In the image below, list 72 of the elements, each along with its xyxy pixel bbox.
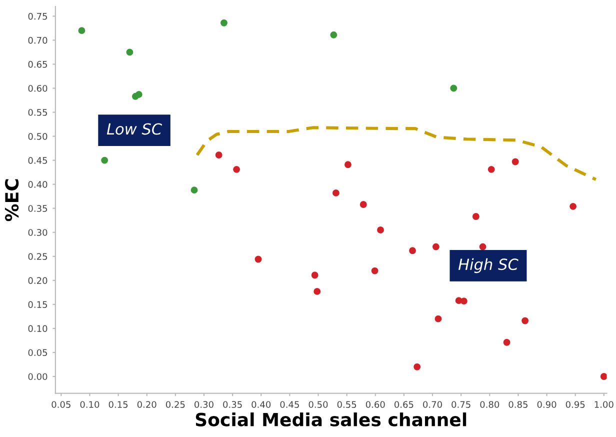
x-tick-label: 0.15 [108,401,128,408]
x-tick-label: 1.00 [594,401,614,408]
point [254,256,262,263]
x-tick-label: 0.40 [252,401,271,408]
y-tick-label: 0.65 [28,60,48,68]
point [432,243,440,250]
x-tick-label: 0.65 [394,401,414,408]
y-tick-label: 0.55 [28,108,48,116]
y-tick-label: 0.50 [28,133,48,140]
point [311,272,318,279]
point [220,19,228,26]
point [314,288,321,295]
point [512,158,519,166]
point [233,166,240,173]
point [479,243,486,250]
point [409,247,416,254]
x-tick-label: 0.10 [80,401,100,408]
y-tick-label: 0.35 [28,205,48,212]
x-tick-label: 0.50 [308,401,328,408]
annotation: High SC [458,258,518,274]
point [215,152,222,158]
point [332,189,340,196]
point [344,161,352,168]
x-tick-label: 0.45 [280,401,299,408]
line-series [196,126,598,182]
point [434,315,442,322]
y-tick-label: 0.25 [28,253,48,260]
point [371,267,378,274]
point [522,317,529,324]
x-tick-label: 0.05 [52,401,70,408]
y-axis-title: %EC [4,179,19,222]
point [78,27,86,34]
x-tick-label: 0.80 [480,401,500,408]
point [600,373,607,380]
y-tick-label: 0.05 [28,349,48,356]
y-tick-label: 0.00 [28,373,48,380]
point [570,202,577,210]
point [503,338,510,346]
x-tick-label: 0.70 [423,401,442,408]
x-tick-label: 0.30 [194,401,214,408]
x-tick-label: 0.75 [452,401,470,408]
x-tick-label: 0.25 [166,401,185,408]
y-tick-label: 0.45 [28,157,48,164]
annotation: Low SC [106,123,162,135]
point [460,298,468,305]
y-tick-label: 0.15 [28,301,48,308]
x-tick-label: 0.85 [508,401,528,408]
point [126,48,134,56]
x-tick-label: 0.95 [566,401,585,408]
point [330,31,338,38]
y-tick-label: 0.10 [28,325,48,332]
y-tick-label: 0.60 [28,84,48,92]
x-tick-label: 0.60 [366,401,385,408]
x-tick-label: 0.55 [337,401,356,408]
point [472,213,480,220]
x-axis-title: Social Media sales channel [196,412,466,426]
y-tick-label: 0.75 [28,12,48,20]
y-tick-label: 0.20 [28,277,48,284]
point [360,201,367,208]
y-tick-label: 0.70 [28,36,48,44]
y-tick-label: 0.40 [28,181,48,188]
point [377,226,384,234]
point [135,91,142,98]
point [450,84,458,92]
point [190,186,198,194]
x-tick-label: 0.20 [137,401,156,408]
x-tick-label: 0.35 [223,401,242,408]
x-tick-label: 0.90 [537,401,556,408]
point [414,363,421,370]
point [101,156,108,164]
y-tick-label: 0.30 [28,229,48,236]
point [488,166,495,173]
